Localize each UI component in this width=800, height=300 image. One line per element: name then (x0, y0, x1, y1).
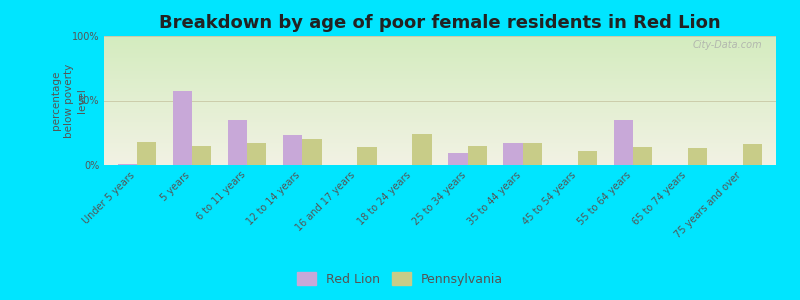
Legend: Red Lion, Pennsylvania: Red Lion, Pennsylvania (292, 267, 508, 291)
Bar (302, 139, 322, 165)
Bar (522, 143, 542, 165)
Bar (228, 120, 247, 165)
Text: City-Data.com: City-Data.com (693, 40, 762, 50)
Bar (467, 146, 487, 165)
Bar (247, 143, 266, 165)
Bar (413, 134, 432, 165)
Bar (283, 135, 302, 165)
Bar (614, 120, 633, 165)
Bar (743, 144, 762, 165)
Bar (633, 147, 652, 165)
Bar (192, 146, 211, 165)
Title: Breakdown by age of poor female residents in Red Lion: Breakdown by age of poor female resident… (159, 14, 721, 32)
Bar (173, 92, 192, 165)
Bar (448, 153, 467, 165)
Bar (137, 142, 156, 165)
Bar (358, 147, 377, 165)
Bar (688, 148, 707, 165)
Bar (503, 143, 522, 165)
Bar (578, 151, 597, 165)
Y-axis label: percentage
below poverty
level: percentage below poverty level (50, 63, 87, 138)
Bar (118, 164, 137, 165)
